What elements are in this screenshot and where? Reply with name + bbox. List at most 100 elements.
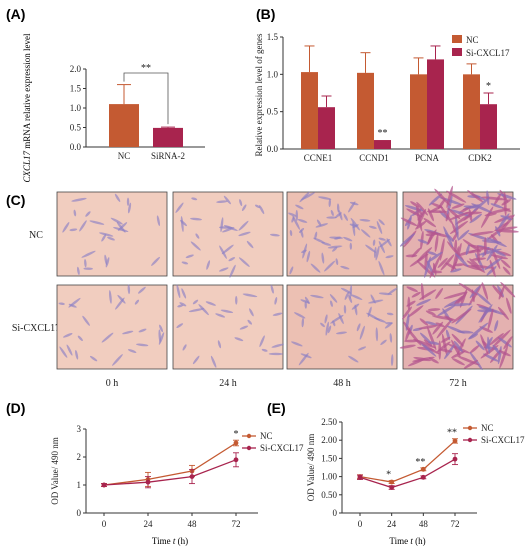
micrograph-cell [329,300,333,307]
panel-d-y-tick-label: 3 [77,424,82,434]
micrograph-cell [350,294,363,300]
micrograph-cell [268,352,284,356]
panel-b-legend-label: Si-CXCL17 [466,48,510,58]
panel-d-x-tick-label: 48 [188,519,198,529]
panel-e-significance-label: * [386,470,391,481]
micrograph-cells [399,185,519,279]
micrograph-cell [73,209,77,217]
panel-b-bar-CDK2-nc [463,74,480,149]
micrograph-cell [229,264,236,278]
panel-b-errorbar-PCNA-nc [413,57,424,75]
micrograph-cell [338,312,344,325]
micrograph-cell [291,216,295,223]
micrograph-cell [458,282,478,296]
micrograph-cell [156,215,161,227]
micrograph-cells [62,193,161,276]
micrograph-cell [127,284,131,295]
micrograph-cell [454,253,469,268]
micrograph-cell [222,227,235,233]
micrograph-cell [463,205,477,209]
micrograph-cell [315,223,328,228]
micrograph-cell [411,247,422,258]
micrograph-cell [469,213,483,224]
micrograph-cell [498,213,510,229]
micrograph-cell [238,220,249,231]
panel-a-significance-bracket [123,72,169,125]
micrograph-cell [399,233,416,247]
micrograph-cell [451,350,466,359]
panel-b-bar-CDK2-si [480,104,497,149]
micrograph-cell [428,206,442,214]
panel-e-point [452,456,458,462]
micrograph-cell [259,205,265,215]
micrograph-background [56,284,168,370]
micrograph-cell [502,266,511,275]
micrograph-cell [367,306,372,318]
micrograph-cell [477,309,492,313]
panel-e-legend-label: Si-CXCL17 [481,435,525,445]
panel-e-significance-label: ** [447,428,457,439]
micrograph-Si-CXCL17-48h [286,284,398,370]
panel-d-letter: (D) [6,400,25,416]
micrograph-cell [310,263,321,273]
micrograph-cell [443,226,454,248]
micrograph-cell [472,196,491,212]
micrograph-cell [336,203,340,213]
micrograph-cell [440,254,455,271]
micrograph-cell [458,206,472,214]
micrograph-cell [428,357,439,364]
panel-b-x-tick-label: CCNE1 [304,153,333,163]
micrograph-cell [497,193,517,200]
micrograph-cells [399,281,516,371]
micrograph-cell [302,243,308,259]
micrograph-cell [372,239,376,246]
micrograph-cell [326,216,337,219]
panel-d-legend-label: Si-CXCL17 [260,443,304,453]
micrograph-cell [437,257,448,269]
micrograph-cell [416,298,431,306]
micrograph-cell [85,211,91,217]
micrograph-cell [424,256,431,278]
micrograph-cell [304,301,307,309]
micrograph-cell [434,234,439,252]
micrograph-cell [176,323,184,329]
micrograph-cell [348,294,353,303]
micrograph-cell [220,217,224,233]
panel-b-significance-CDK2: * [486,81,491,92]
micrograph-cell [332,320,336,327]
micrograph-cell [500,281,516,298]
panel-b-legend-swatch [452,48,462,56]
micrograph-cell [77,266,80,276]
micrograph-cell [440,336,451,343]
panel-c-column-label: 48 h [333,378,351,389]
micrograph-cell [340,287,352,294]
panel-a-errorbar-SiRNA-2 [161,126,175,128]
micrograph-cell [105,257,110,268]
micrograph-cell [411,291,421,298]
micrograph-NC-24h [172,191,284,278]
micrograph-cell [476,292,492,306]
micrograph-cell [110,217,123,225]
micrograph-cell [469,285,481,299]
panel-a-errorbar-NC [117,84,131,105]
micrograph-cell [491,248,501,270]
micrograph-background [56,191,168,277]
panel-a-x-tick-label: SiRNA-2 [151,151,185,161]
micrograph-cell [190,217,202,221]
micrograph-cell [188,308,205,313]
micrograph-NC-0h [56,191,168,277]
micrograph-background [286,284,398,370]
panel-b-errorbar-CCND1-nc [360,52,371,73]
micrograph-cell [289,230,293,237]
micrograph-cell [75,349,79,360]
micrograph-cell [343,213,348,221]
micrograph-cell [274,297,278,305]
micrograph-cell [425,321,438,326]
micrograph-cell [325,321,329,336]
micrograph-cell [304,296,310,304]
micrograph-cell [483,353,499,362]
micrograph-cell [471,203,493,214]
micrograph-cell [359,325,365,340]
panel-a-significance-label: ** [141,63,151,74]
micrograph-cell [350,217,360,231]
